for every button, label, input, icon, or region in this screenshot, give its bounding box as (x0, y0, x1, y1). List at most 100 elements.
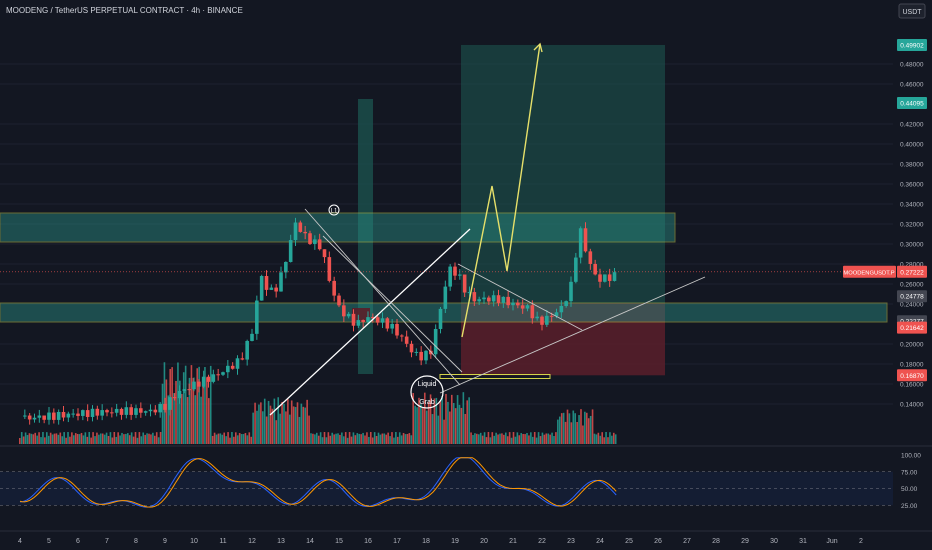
volume-bar (582, 425, 584, 444)
candle-body (443, 286, 448, 309)
volume-bar (504, 432, 507, 444)
price-badge-label: 0.16870 (900, 373, 924, 380)
candle-body (269, 287, 274, 290)
candle-body (255, 300, 259, 334)
volume-bar (423, 392, 426, 444)
candle-body (139, 408, 143, 413)
candle-body (356, 320, 361, 326)
candle-body (105, 410, 109, 413)
volume-bar (229, 437, 231, 444)
volume-bar (236, 435, 239, 444)
volume-bar (202, 377, 204, 444)
trendline-up (269, 228, 471, 416)
volume-bar (204, 367, 206, 444)
volume-bar (192, 377, 195, 444)
time-axis-label: 20 (480, 538, 488, 545)
volume-bar (526, 432, 528, 444)
volume-bar (331, 432, 334, 444)
time-axis-label: Jun (826, 538, 837, 545)
volume-bar (393, 437, 395, 444)
candle-body (172, 397, 177, 399)
time-axis-label: 29 (741, 538, 749, 545)
volume-bar (368, 436, 370, 444)
volume-bar (360, 434, 362, 444)
volume-bar (585, 412, 588, 444)
volume-bar (514, 436, 517, 444)
candle-body (95, 408, 100, 416)
candle-body (274, 287, 278, 292)
candle-body (264, 275, 269, 290)
candle-body (206, 376, 211, 382)
volume-bar (497, 434, 499, 444)
candle-body (143, 411, 148, 413)
volume-bar (132, 436, 135, 444)
candle-body (380, 318, 385, 323)
volume-bar (516, 432, 519, 444)
volume-bar (402, 432, 405, 444)
time-axis-label: 23 (567, 538, 575, 545)
volume-bar (414, 405, 416, 444)
volume-bar (385, 434, 388, 444)
volume-bar (387, 432, 389, 444)
candle-body (545, 315, 549, 325)
candle-body (404, 336, 409, 344)
zone-resistance (0, 212, 676, 243)
volume-bar (319, 432, 322, 444)
volume-bar (362, 432, 364, 444)
volume-bar (524, 434, 526, 444)
volume-bar (518, 435, 521, 444)
symbol-badge-label: MOODENGUSDT.P (843, 270, 894, 276)
candle-body (346, 313, 351, 317)
volume-bar (140, 436, 143, 444)
price-badge-label: 0.21642 (900, 325, 924, 332)
volume-bar (595, 434, 598, 444)
candle-body (303, 231, 307, 234)
price-badge (897, 97, 927, 110)
volume-bar (157, 437, 160, 444)
volume-bar (163, 362, 166, 444)
volume-bar (512, 432, 515, 444)
volume-bar (221, 434, 224, 444)
time-axis-label: 18 (422, 538, 430, 545)
time-axis-label: 26 (654, 538, 662, 545)
volume-bar (65, 437, 67, 444)
volume-bar (489, 437, 492, 444)
small-position-box (358, 99, 373, 374)
marker-circle (328, 204, 340, 216)
volume-bar (76, 433, 79, 444)
volume-bar (597, 432, 600, 444)
volume-bar (175, 380, 177, 444)
time-axis-label: 19 (451, 538, 459, 545)
volume-bar (207, 398, 210, 444)
candle-body (342, 305, 346, 317)
volume-bar (395, 432, 397, 444)
volume-bar (248, 432, 251, 444)
volume-bar (125, 433, 127, 444)
candle-body (598, 274, 602, 282)
volume-bar (557, 419, 559, 444)
volume-bar (246, 435, 249, 444)
candle-body (477, 299, 481, 302)
candle-body (110, 412, 114, 414)
volume-bar (591, 409, 594, 444)
candle-body (47, 412, 51, 420)
candle-body (603, 274, 607, 282)
volume-bar (580, 409, 582, 444)
volume-bar (72, 435, 75, 444)
volume-bar (206, 377, 208, 444)
volume-bar (150, 434, 152, 444)
volume-bar (348, 432, 351, 444)
volume-bar (337, 433, 339, 444)
volume-bar (435, 397, 438, 444)
wedge-line (457, 263, 583, 331)
candle-body (409, 343, 414, 353)
volume-bar (238, 433, 241, 444)
chart-title: MOODENG / TetherUS PERPETUAL CONTRACT · … (6, 6, 243, 15)
volume-bar (350, 436, 353, 444)
volume-bar (499, 433, 501, 444)
volume-bar (364, 435, 366, 444)
volume-bar (472, 435, 474, 444)
volume-bar (300, 403, 303, 444)
volume-bar (491, 432, 494, 444)
